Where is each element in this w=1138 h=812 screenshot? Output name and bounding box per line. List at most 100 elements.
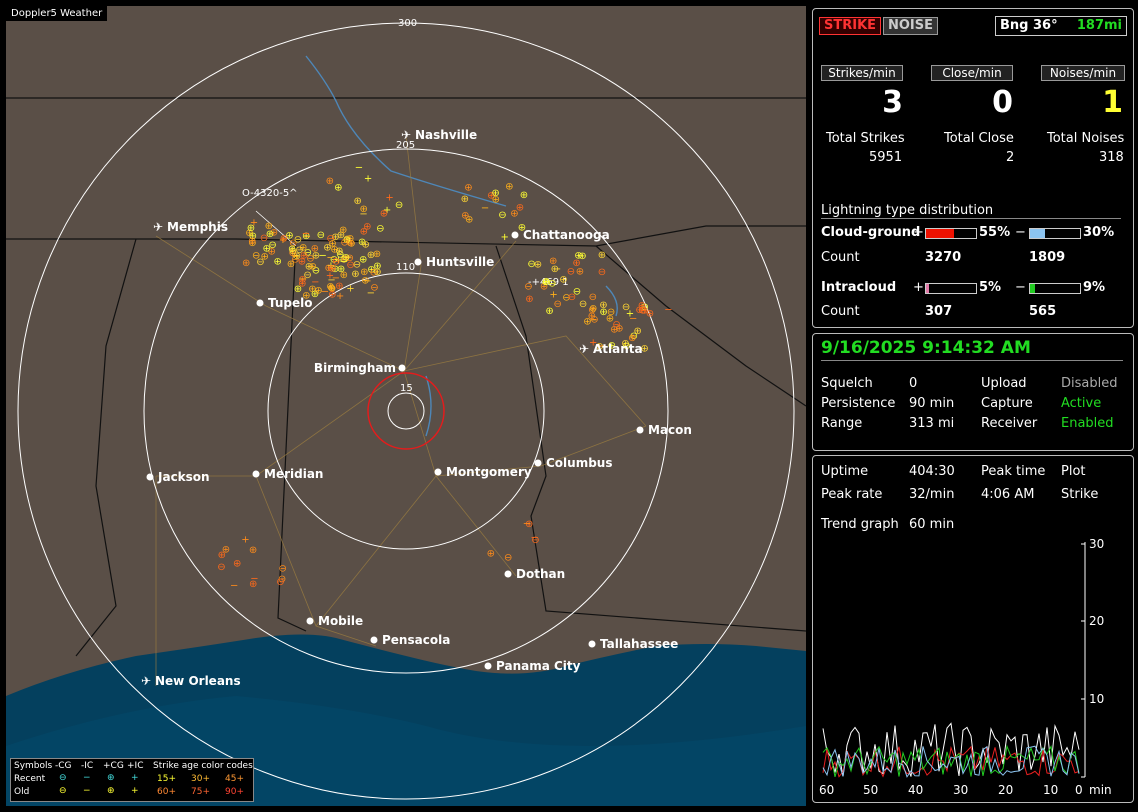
- capture-label: Capture: [981, 396, 1033, 411]
- city-dot-icon: [588, 640, 596, 648]
- strike-marker-icon: −: [629, 314, 637, 325]
- strike-marker-icon: ⊕: [551, 264, 559, 275]
- strike-marker-icon: ⊕: [347, 239, 355, 250]
- squelch-value: 0: [909, 376, 918, 391]
- trend-y-tick-20: 20: [1089, 614, 1104, 628]
- current-datetime: 9/16/2025 9:14:32 AM: [821, 338, 1123, 361]
- lightning-map[interactable]: 300 205 110 15 O-4320-5^ -+469 1 ⊕ + ⊖ ⊕ ⊕ − ⊕…: [6, 6, 806, 806]
- strike-marker-icon: +: [334, 255, 342, 266]
- uptime-value: 404:30: [909, 464, 955, 479]
- city-label: Chattanooga: [523, 228, 610, 242]
- distance-value: 187mi: [1076, 18, 1122, 33]
- ic-positive-pct: 5%: [979, 280, 1002, 295]
- strike-marker-icon: ⊖: [260, 233, 268, 244]
- legend-recent-ic-pos-icon: +: [131, 773, 139, 783]
- city-dot-icon: [534, 459, 542, 467]
- strike-marker-icon: ⊕: [339, 225, 347, 236]
- receiver-value: Enabled: [1061, 416, 1114, 431]
- strike-marker-icon: ⊕: [583, 317, 591, 328]
- strike-marker-icon: ⊖: [607, 307, 615, 318]
- strike-marker-icon: ⊖: [630, 331, 638, 342]
- ic-positive-bar: [925, 283, 977, 294]
- strike-marker-icon: ⊖: [498, 210, 506, 221]
- city-label: Meridian: [264, 467, 323, 481]
- ic-plus-sign: +: [913, 280, 924, 295]
- strike-marker-icon: ⊕: [359, 255, 367, 266]
- strike-marker-icon: +: [385, 192, 393, 203]
- strike-marker-icon: ⊕: [346, 233, 354, 244]
- cg-count-label: Count: [821, 250, 860, 265]
- strike-marker-icon: ⊖: [590, 315, 598, 326]
- strike-marker-icon: ⊕: [261, 251, 269, 262]
- strike-marker-icon: ⊕: [218, 550, 226, 561]
- strike-marker-icon: ⊕: [330, 244, 338, 255]
- strike-marker-icon: ⊕: [373, 267, 381, 278]
- legend-old-label: Old: [14, 787, 30, 797]
- strike-marker-icon: ⊖: [548, 279, 556, 290]
- plot-value[interactable]: Strike: [1061, 487, 1099, 502]
- legend-age-75: 75+: [191, 787, 210, 797]
- trend-y-ticks: [1081, 543, 1085, 778]
- strike-marker-icon: ⊕: [534, 259, 542, 270]
- strike-marker-icon: ⊕: [367, 264, 375, 275]
- strike-marker-icon: ⊕: [302, 231, 310, 242]
- app-title: Doppler5 Weather: [6, 6, 108, 21]
- city-meridian: Meridian: [252, 467, 323, 481]
- strike-marker-icon: −: [344, 252, 352, 263]
- strike-marker-icon: ⊕: [578, 251, 586, 262]
- airport-icon: ✈: [401, 128, 411, 142]
- city-montgomery: Montgomery: [434, 465, 532, 479]
- statistics-panel: STRIKE NOISE Bng 36° 187mi Strikes/min C…: [812, 8, 1134, 328]
- city-dot-icon: [636, 426, 644, 434]
- strike-marker-icon: ⊕: [249, 579, 257, 590]
- strike-marker-icon: ⊕: [518, 222, 526, 233]
- strike-marker-icon: ⊕: [520, 190, 528, 201]
- strike-marker-icon: ⊕: [640, 343, 648, 354]
- strike-marker-icon: ⊕: [373, 249, 381, 260]
- strikes-per-min-value: 3: [882, 85, 903, 120]
- strike-marker-icon: +: [549, 289, 557, 300]
- strike-marker-icon: ⊕: [599, 307, 607, 318]
- strike-marker-icon: ⊕: [308, 284, 316, 295]
- uptime-label: Uptime: [821, 464, 869, 479]
- strike-marker-icon: ⊕: [298, 279, 306, 290]
- strike-marker-icon: ⊕: [328, 284, 336, 295]
- range-value: 313 mi: [909, 416, 955, 431]
- trend-x-tick-40: 40: [908, 783, 923, 797]
- strike-marker-icon: ⊖: [289, 246, 297, 257]
- bearing-line: [255, 210, 297, 247]
- strike-marker-icon: ⊕: [510, 208, 518, 219]
- strike-marker-icon: ⊕: [287, 259, 295, 270]
- strike-marker-icon: ⊕: [305, 262, 313, 273]
- strike-marker-icon: −: [299, 274, 307, 285]
- cg-negative-bar: [1029, 228, 1081, 239]
- legend-col-cg-pos: +CG: [103, 761, 124, 771]
- city-dot-icon: [434, 468, 442, 476]
- strike-marker-icon: ⊕: [335, 281, 343, 292]
- range-rings: [17, 22, 795, 800]
- strike-marker-icon: ⊕: [595, 342, 603, 353]
- noise-button[interactable]: NOISE: [883, 17, 939, 35]
- strike-button[interactable]: STRIKE: [819, 17, 882, 35]
- strike-marker-icon: ⊖: [579, 299, 587, 310]
- strike-marker-icon: ⊕: [351, 269, 359, 280]
- city-columbus: Columbus: [534, 456, 613, 470]
- strike-marker-icon: ⊖: [336, 249, 344, 260]
- legend-old-ic-pos-icon: +: [131, 786, 139, 796]
- airport-icon: ✈: [579, 342, 589, 356]
- city-macon: Macon: [636, 423, 692, 437]
- peak-time-value: 4:06 AM: [981, 487, 1035, 502]
- strike-marker-icon: ⊕: [270, 228, 278, 239]
- strike-marker-icon: ⊕: [358, 237, 366, 248]
- strike-marker-icon: ⊖: [504, 552, 512, 563]
- cg-negative-count: 1809: [1029, 250, 1066, 265]
- strike-marker-icon: −: [598, 341, 606, 352]
- trend-lines: [822, 722, 1080, 778]
- cg-plus-sign: +: [913, 225, 924, 240]
- strike-marker-icon: +: [501, 232, 509, 243]
- cloud-ground-label: Cloud-ground: [821, 225, 921, 240]
- cg-positive-count: 3270: [925, 250, 962, 265]
- strike-marker-icon: ⊕: [360, 267, 368, 278]
- strike-marker-icon: ⊖: [346, 253, 354, 264]
- upload-value: Disabled: [1061, 376, 1118, 391]
